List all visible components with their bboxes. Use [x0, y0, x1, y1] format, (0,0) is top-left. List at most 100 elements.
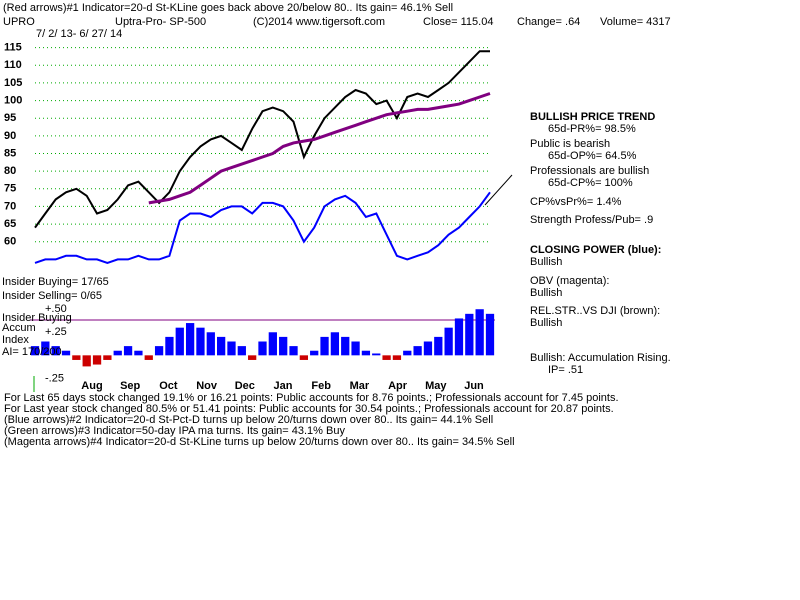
- side-note: BULLISH PRICE TREND: [530, 111, 655, 123]
- footer-line: (Green arrows)#3 Indicator=50-day IPA ma…: [4, 425, 345, 437]
- accum-tick-label: +.25: [45, 326, 67, 338]
- accum-bar: [196, 327, 205, 356]
- x-tick-label: Feb: [311, 380, 331, 392]
- accum-bar: [61, 350, 71, 356]
- x-tick-label: Oct: [159, 380, 178, 392]
- series-line: [148, 92, 491, 205]
- x-tick-label: Jan: [274, 380, 293, 392]
- accum-bar: [351, 341, 360, 356]
- y-tick-label: 80: [4, 165, 16, 177]
- accum-tick-label: -.25: [45, 372, 64, 384]
- y-tick-label: 110: [4, 59, 22, 71]
- y-tick-label: 70: [4, 200, 16, 212]
- footer-line: For Last year stock changed 80.5% or 51.…: [4, 403, 614, 415]
- y-tick-label: 60: [4, 236, 16, 248]
- left-label: Accum: [2, 322, 36, 334]
- copyright: (C)2014 www.tigersoft.com: [253, 16, 385, 28]
- y-tick-label: 85: [4, 147, 16, 159]
- x-tick-label: Nov: [196, 380, 218, 392]
- accum-bar: [258, 341, 267, 356]
- accum-bar: [185, 323, 195, 356]
- footer-line: (Magenta arrows)#4 Indicator=20-d St-KLi…: [4, 436, 515, 448]
- accum-bar: [465, 313, 474, 356]
- accum-bar: [165, 336, 174, 356]
- volume: Volume= 4317: [600, 16, 671, 28]
- accum-bar: [237, 346, 246, 356]
- y-tick-label: 65: [4, 218, 16, 230]
- accum-bar: [113, 350, 122, 356]
- accum-bar: [82, 355, 91, 367]
- accum-bar: [372, 353, 381, 356]
- side-note: IP= .51: [548, 364, 583, 376]
- accum-bar: [403, 350, 412, 356]
- left-label: Index: [2, 334, 29, 346]
- accum-bar: [485, 313, 495, 356]
- accum-bar: [51, 346, 60, 356]
- accum-bar: [310, 350, 319, 356]
- accum-bar: [454, 318, 464, 356]
- accum-bar: [279, 336, 288, 356]
- change: Change= .64: [517, 16, 580, 28]
- accum-bar: [268, 332, 277, 356]
- accum-bar: [103, 355, 112, 360]
- accum-bar: [175, 327, 184, 356]
- accum-bar: [41, 341, 50, 356]
- side-note: Bullish: Accumulation Rising.: [530, 352, 671, 364]
- accum-bar: [330, 332, 340, 356]
- name: Uptra-Pro- SP-500: [115, 16, 206, 28]
- accum-bar: [134, 350, 143, 356]
- accum-tick-label: +.50: [45, 303, 67, 315]
- accum-bar: [92, 355, 102, 365]
- accum-bar: [30, 346, 40, 356]
- x-tick-label: Apr: [388, 380, 408, 392]
- side-note: Strength Profess/Pub= .9: [530, 214, 653, 226]
- y-tick-label: 105: [4, 77, 22, 89]
- close: Close= 115.04: [423, 16, 493, 28]
- x-tick-label: Dec: [235, 380, 255, 392]
- trend-line: [484, 174, 513, 206]
- accum-bar: [227, 341, 236, 356]
- x-tick-label: Jun: [464, 380, 484, 392]
- accum-bar: [382, 355, 391, 360]
- accum-bar: [341, 336, 350, 356]
- side-note: Professionals are bullish: [530, 165, 649, 177]
- x-tick-label: Mar: [350, 380, 370, 392]
- footer-line: For Last 65 days stock changed 19.1% or …: [4, 392, 619, 404]
- left-label: Insider Buying: [2, 312, 72, 324]
- side-note: 65d-OP%= 64.5%: [548, 150, 637, 162]
- side-note: Bullish: [530, 287, 562, 299]
- accum-bar: [299, 355, 308, 360]
- side-note: Bullish: [530, 317, 562, 329]
- series-line: [34, 191, 491, 264]
- y-tick-label: 100: [4, 94, 22, 106]
- x-tick-label: Aug: [81, 380, 102, 392]
- x-tick-label: May: [425, 380, 447, 392]
- side-note: Bullish: [530, 256, 562, 268]
- y-tick-label: 90: [4, 130, 16, 142]
- side-note: 65d-PR%= 98.5%: [548, 123, 636, 135]
- accum-bar: [248, 355, 257, 360]
- side-note: CLOSING POWER (blue):: [530, 244, 661, 256]
- accum-bar: [392, 355, 402, 360]
- y-tick-label: 95: [4, 112, 16, 124]
- date-range: 7/ 2/ 13- 6/ 27/ 14: [36, 28, 122, 40]
- left-label: AI= 170/200: [2, 346, 62, 358]
- left-label: Insider Selling= 0/65: [2, 290, 102, 302]
- y-tick-label: 115: [4, 42, 22, 54]
- accum-bar: [72, 355, 81, 360]
- side-note: OBV (magenta):: [530, 275, 609, 287]
- y-tick-label: 75: [4, 183, 16, 195]
- accum-bar: [217, 336, 226, 356]
- accum-bar: [154, 346, 164, 356]
- accum-bar: [144, 355, 153, 360]
- side-note: REL.STR..VS DJI (brown):: [530, 305, 660, 317]
- side-note: Public is bearish: [530, 138, 610, 150]
- left-label: Insider Buying= 17/65: [2, 276, 109, 288]
- accum-bar: [361, 350, 371, 356]
- accum-bar: [123, 346, 133, 356]
- accum-bar: [434, 336, 443, 356]
- footer-line: (Blue arrows)#2 Indicator=20-d St-Pct-D …: [4, 414, 493, 426]
- accum-bar: [475, 309, 484, 356]
